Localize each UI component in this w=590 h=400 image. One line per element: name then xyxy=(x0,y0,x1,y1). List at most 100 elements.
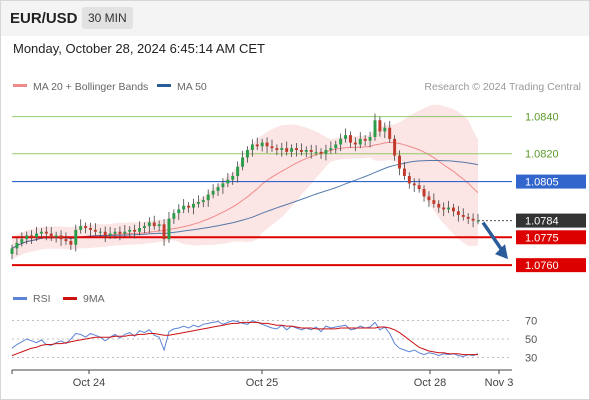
candle-body xyxy=(275,148,279,150)
candle-body xyxy=(59,235,63,240)
candle-body xyxy=(157,224,161,227)
candle-body xyxy=(15,242,19,249)
candle-body xyxy=(196,202,200,204)
candle-body xyxy=(290,148,294,152)
level-tag xyxy=(516,213,586,228)
candle-body xyxy=(84,226,88,228)
x-tick-label: Oct 28 xyxy=(414,377,446,389)
level-tag xyxy=(516,230,586,245)
level-label: 1.0820 xyxy=(525,149,559,161)
candle-body xyxy=(383,127,387,132)
candle-body xyxy=(373,120,377,137)
candle-body xyxy=(187,205,191,208)
candle-body xyxy=(54,235,58,238)
candle-body xyxy=(147,222,151,227)
level-label: 1.0805 xyxy=(525,177,559,189)
candle-body xyxy=(201,200,205,202)
rsi-tick-label: 50 xyxy=(525,334,537,346)
rsi-ma-line xyxy=(11,321,478,357)
candle-body xyxy=(231,176,235,180)
candle-body xyxy=(398,155,401,169)
candle-body xyxy=(172,213,176,219)
candle-body xyxy=(221,183,225,188)
candle-body xyxy=(79,226,83,230)
candle-body xyxy=(363,138,367,141)
candle-body xyxy=(108,233,112,236)
level-label: 1.0784 xyxy=(525,216,559,228)
candle-body xyxy=(123,231,127,234)
candle-body xyxy=(241,157,245,167)
candle-body xyxy=(466,216,470,219)
chart-axes: Oct 24 Oct 25 Oct 28 Nov 3 xyxy=(11,369,513,389)
candle-body xyxy=(427,196,431,201)
candle-body xyxy=(432,200,436,204)
candle-body xyxy=(113,231,117,234)
candle-body xyxy=(162,224,166,240)
x-tick-label: Oct 25 xyxy=(246,377,278,389)
candle-body xyxy=(35,233,38,238)
candle-body xyxy=(30,235,34,238)
candle-body xyxy=(20,239,24,243)
candle-body xyxy=(309,150,313,152)
candle-body xyxy=(437,203,441,208)
candle-body xyxy=(89,228,92,230)
candle-body xyxy=(471,218,475,221)
chart-header: EUR/USD 30 MIN xyxy=(0,0,590,36)
candle-body xyxy=(138,228,142,232)
candle-body xyxy=(407,176,411,184)
x-tick-label: Oct 24 xyxy=(73,377,105,389)
candle-body xyxy=(452,207,455,212)
legend-label: MA 50 xyxy=(177,81,207,93)
candle-body xyxy=(319,151,323,154)
level-tag xyxy=(516,174,586,189)
candle-body xyxy=(461,215,465,217)
candle-body xyxy=(25,235,29,240)
candle-body xyxy=(348,135,352,143)
candle-body xyxy=(285,148,289,152)
rsi-tick-label: 30 xyxy=(525,352,537,364)
candle-body xyxy=(299,150,303,152)
candle-body xyxy=(98,231,102,233)
candle-body xyxy=(295,148,298,150)
candle-body xyxy=(192,203,195,208)
candle-body xyxy=(64,239,68,241)
candle-body xyxy=(265,142,269,147)
legend-label: MA 20 + Bollinger Bands xyxy=(33,81,148,93)
chart-datetime: Monday, October 28, 2024 6:45:14 AM CET xyxy=(13,41,265,56)
timeframe-button[interactable]: 30 MIN xyxy=(82,7,133,29)
candle-body xyxy=(456,211,460,215)
candle-body xyxy=(74,229,78,245)
candle-body xyxy=(10,248,14,254)
candle-body xyxy=(93,229,97,232)
rsi-tick-label: 70 xyxy=(525,316,537,328)
candle-body xyxy=(49,233,53,238)
candle-body xyxy=(353,142,357,145)
projection-arrowhead xyxy=(495,244,508,260)
candle-body xyxy=(280,148,284,150)
legend-swatch xyxy=(157,84,171,87)
candle-body xyxy=(152,222,156,227)
candle-body xyxy=(236,166,240,176)
candle-body xyxy=(368,137,372,141)
candle-body xyxy=(103,231,107,236)
candle-body xyxy=(245,150,249,158)
candle-body xyxy=(378,120,382,132)
legend-label: 9MA xyxy=(83,293,105,305)
candle-body xyxy=(344,135,348,139)
candle-body xyxy=(44,231,48,234)
projection-arrow xyxy=(481,221,506,255)
candle-body xyxy=(329,148,333,150)
candle-body xyxy=(206,194,210,201)
chart-credit: Research © 2024 Trading Central xyxy=(424,81,581,93)
instrument-symbol[interactable]: EUR/USD xyxy=(10,10,78,27)
candle-body xyxy=(142,226,146,228)
candle-body xyxy=(177,209,181,214)
candle-body xyxy=(39,231,43,234)
candle-body xyxy=(447,207,451,210)
candle-body xyxy=(255,144,259,147)
rsi-line xyxy=(11,320,479,358)
candle-body xyxy=(324,150,328,154)
candle-body xyxy=(334,144,338,149)
candle-body xyxy=(69,241,73,245)
